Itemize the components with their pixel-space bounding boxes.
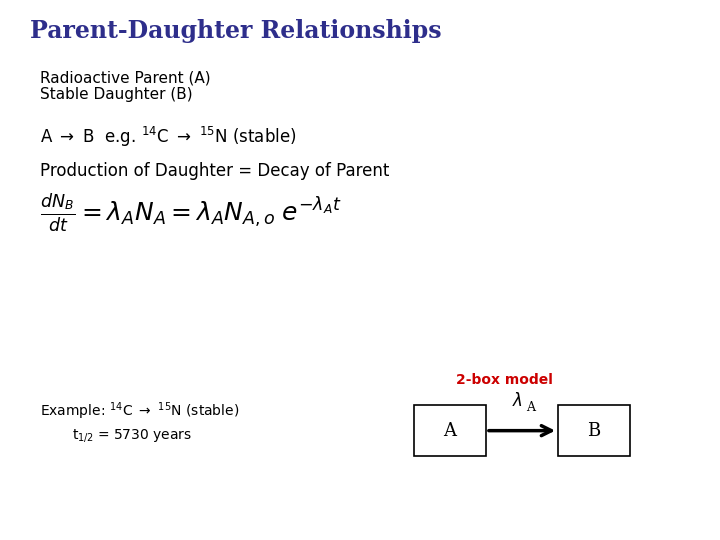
Text: Example: $^{14}$C $\rightarrow$ $^{15}$N (stable): Example: $^{14}$C $\rightarrow$ $^{15}$N… [40, 401, 239, 422]
Text: Production of Daughter = Decay of Parent: Production of Daughter = Decay of Parent [40, 162, 389, 180]
Text: B: B [588, 422, 600, 440]
Text: A: A [444, 422, 456, 440]
Text: 2-box model: 2-box model [456, 373, 552, 387]
Text: $\lambda$: $\lambda$ [512, 393, 523, 410]
Text: Stable Daughter (B): Stable Daughter (B) [40, 87, 192, 103]
Text: $\frac{dN_B}{dt} = \lambda_A N_A = \lambda_A N_{A,o}\; e^{-\lambda_A t}$: $\frac{dN_B}{dt} = \lambda_A N_A = \lamb… [40, 192, 341, 234]
Text: t$_{1/2}$ = 5730 years: t$_{1/2}$ = 5730 years [72, 427, 192, 443]
Text: A: A [526, 401, 535, 414]
Bar [414, 405, 486, 456]
Text: Parent-Daughter Relationships: Parent-Daughter Relationships [30, 19, 442, 43]
Bar [558, 405, 630, 456]
Text: Radioactive Parent (A): Radioactive Parent (A) [40, 70, 210, 85]
Text: A $\rightarrow$ B  e.g. $^{14}$C $\rightarrow$ $^{15}$N (stable): A $\rightarrow$ B e.g. $^{14}$C $\righta… [40, 125, 296, 150]
